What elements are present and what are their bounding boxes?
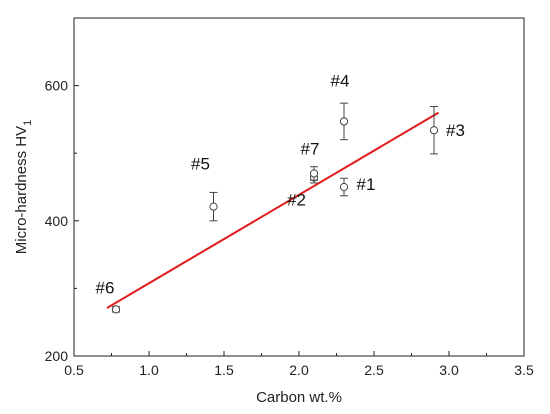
data-point-marker bbox=[209, 202, 218, 211]
point-labels: #1 #2 #3 #4 #5 #6 #7 bbox=[96, 71, 465, 297]
x-tick-label: 1.5 bbox=[214, 362, 234, 378]
fit-line bbox=[106, 111, 440, 309]
point-label: #5 bbox=[191, 155, 210, 174]
plot-frame bbox=[73, 17, 525, 357]
x-tick-label: 3.5 bbox=[514, 362, 534, 378]
y-tick-label: 600 bbox=[45, 78, 69, 94]
point-label: #6 bbox=[96, 278, 115, 297]
point-label: #4 bbox=[331, 71, 350, 90]
y-axis-ticks: 200 400 600 bbox=[45, 78, 79, 364]
fit-line-group bbox=[106, 111, 440, 309]
y-tick-label: 200 bbox=[45, 348, 69, 364]
x-tick-label: 2.0 bbox=[289, 362, 309, 378]
y-axis-label-text: Micro-hardness HV bbox=[13, 126, 30, 254]
x-tick-label: 0.5 bbox=[64, 362, 84, 378]
point-label: #3 bbox=[446, 121, 465, 140]
data-point-marker bbox=[309, 169, 319, 178]
point-label: #7 bbox=[301, 139, 320, 158]
x-tick-label: 3.0 bbox=[439, 362, 459, 378]
data-points bbox=[111, 102, 439, 314]
x-axis-ticks: 0.5 1.0 1.5 2.0 2.5 3.0 3.5 bbox=[64, 351, 534, 378]
x-tick-label: 2.5 bbox=[364, 362, 384, 378]
y-axis-label: Micro-hardness HV1 bbox=[13, 120, 34, 255]
data-point-marker bbox=[429, 126, 439, 135]
y-tick-label: 400 bbox=[45, 213, 69, 229]
point-label: #2 bbox=[287, 191, 306, 210]
data-point-marker bbox=[111, 305, 121, 314]
data-point-marker bbox=[339, 182, 349, 192]
x-tick-label: 1.0 bbox=[139, 362, 159, 378]
point-label: #1 bbox=[357, 175, 376, 194]
y-axis-label-subscript: 1 bbox=[22, 120, 34, 126]
x-axis-label: Carbon wt.% bbox=[256, 389, 342, 406]
data-point-marker bbox=[339, 117, 349, 126]
